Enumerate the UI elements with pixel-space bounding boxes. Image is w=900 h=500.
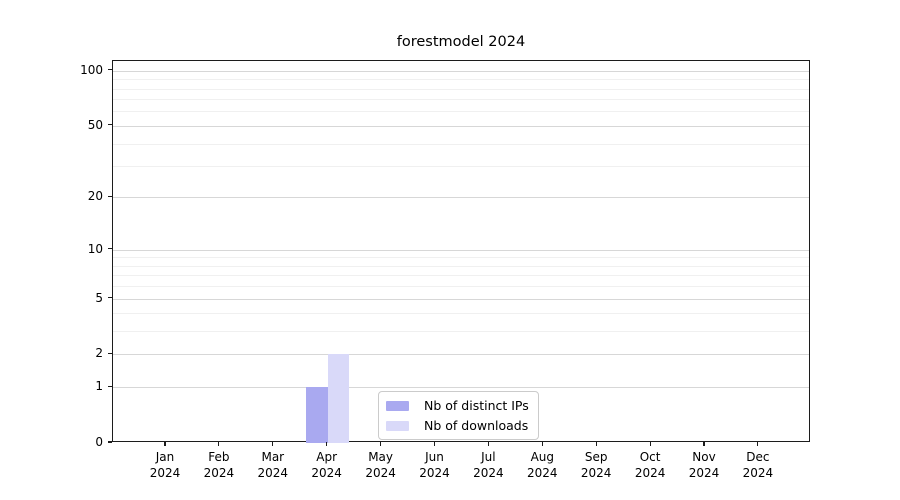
y-tick-label: 1 <box>95 379 103 394</box>
x-tick-label: Nov 2024 <box>676 450 732 481</box>
x-tick-year: 2024 <box>311 465 342 480</box>
x-tick-month: Apr <box>316 450 338 464</box>
y-tick-mark <box>108 124 112 126</box>
major-gridline <box>113 387 809 389</box>
x-tick-month: Oct <box>639 450 661 464</box>
major-gridline <box>113 249 809 251</box>
y-tick-mark <box>108 441 112 443</box>
legend-label-distinct-ips: Nb of distinct IPs <box>424 398 529 413</box>
x-tick-mark <box>433 442 436 446</box>
x-tick-mark <box>703 442 705 446</box>
bar-distinct-ips <box>306 387 328 443</box>
x-tick-mark <box>380 442 382 446</box>
minor-gridline <box>113 79 809 81</box>
x-tick-label: Apr 2024 <box>299 450 355 481</box>
x-tick-month: Nov <box>692 450 716 464</box>
x-tick-year: 2024 <box>149 465 181 480</box>
legend-entry-distinct-ips: Nb of distinct IPs <box>386 398 529 413</box>
y-tick-label: 10 <box>87 241 103 256</box>
x-tick-year: 2024 <box>634 465 666 480</box>
y-tick-mark <box>108 296 112 299</box>
y-tick-label: 20 <box>87 189 103 204</box>
y-tick-label: 50 <box>87 117 103 132</box>
x-tick-label: Dec 2024 <box>730 450 786 481</box>
x-tick-year: 2024 <box>473 465 504 480</box>
legend-label-downloads: Nb of downloads <box>424 418 529 433</box>
x-tick-mark <box>164 442 166 446</box>
x-tick-label: Sep 2024 <box>568 450 624 481</box>
x-tick-mark <box>487 442 489 446</box>
y-tick-mark <box>108 248 112 250</box>
x-tick-year: 2024 <box>257 465 289 480</box>
x-tick-month: Jan <box>155 450 175 464</box>
x-tick-label: Mar 2024 <box>245 450 301 481</box>
legend-swatch-distinct-ips <box>386 400 409 411</box>
minor-gridline <box>113 313 809 315</box>
y-tick-label: 5 <box>95 290 103 305</box>
minor-gridline <box>113 286 809 288</box>
plot-area <box>112 60 810 443</box>
x-tick-month: May <box>368 450 393 464</box>
x-tick-month: Feb <box>208 450 230 464</box>
major-gridline <box>113 70 809 72</box>
major-gridline <box>113 197 809 199</box>
x-tick-month: Mar <box>261 450 285 464</box>
major-gridline <box>113 125 809 127</box>
x-tick-mark <box>541 442 543 446</box>
chart-title: forestmodel 2024 <box>396 34 526 50</box>
minor-gridline <box>113 99 809 101</box>
x-tick-year: 2024 <box>203 465 235 480</box>
x-tick-label: May 2024 <box>353 450 409 481</box>
x-tick-year: 2024 <box>742 465 774 480</box>
x-tick-mark <box>272 442 274 446</box>
y-tick-mark <box>108 385 112 387</box>
y-tick-label: 0 <box>95 435 103 449</box>
y-tick-label: 100 <box>80 62 103 77</box>
y-tick-mark <box>108 195 112 197</box>
minor-gridline <box>113 331 809 333</box>
x-tick-mark <box>595 442 597 446</box>
x-tick-month: Aug <box>530 450 555 464</box>
y-tick-mark <box>108 352 112 354</box>
minor-gridline <box>113 265 809 267</box>
x-tick-month: Sep <box>584 450 608 464</box>
y-tick-label: 2 <box>95 346 103 361</box>
x-tick-month: Dec <box>746 450 770 464</box>
x-tick-label: Aug 2024 <box>514 450 570 481</box>
minor-gridline <box>113 275 809 277</box>
x-tick-mark <box>649 442 651 446</box>
major-gridline <box>113 354 809 356</box>
bar-downloads <box>327 354 350 443</box>
x-tick-month: Jul <box>481 450 496 464</box>
minor-gridline <box>113 88 809 90</box>
x-tick-mark <box>757 442 759 446</box>
major-gridline <box>113 298 809 300</box>
x-tick-mark <box>326 442 328 446</box>
x-tick-label: Feb 2024 <box>191 450 247 481</box>
x-tick-year: 2024 <box>688 465 720 480</box>
x-tick-year: 2024 <box>365 465 396 480</box>
legend-swatch-downloads <box>386 420 409 431</box>
x-tick-label: Jul 2024 <box>460 450 516 481</box>
minor-gridline <box>113 143 809 145</box>
legend-entry-downloads: Nb of downloads <box>386 418 529 433</box>
x-tick-label: Jun 2024 <box>407 450 463 481</box>
x-tick-year: 2024 <box>527 465 558 480</box>
x-tick-label: Oct 2024 <box>622 450 678 481</box>
x-tick-mark <box>218 442 220 446</box>
x-tick-year: 2024 <box>580 465 612 480</box>
x-tick-label: Jan 2024 <box>137 450 193 481</box>
legend: Nb of distinct IPs Nb of downloads <box>378 391 539 440</box>
y-tick-mark <box>108 69 112 71</box>
minor-gridline <box>113 111 809 113</box>
x-tick-month: Jun <box>425 450 444 464</box>
minor-gridline <box>113 166 809 167</box>
x-tick-year: 2024 <box>419 465 450 480</box>
minor-gridline <box>113 257 809 259</box>
